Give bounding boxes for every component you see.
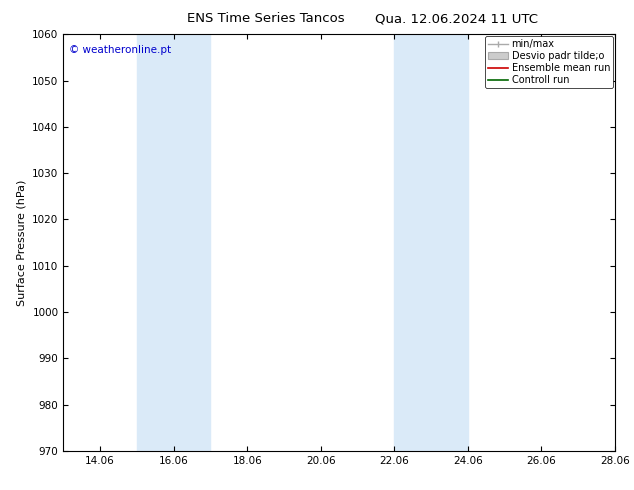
Bar: [394, 34, 468, 451]
Text: © weatheronline.pt: © weatheronline.pt: [69, 45, 171, 55]
Text: ENS Time Series Tancos: ENS Time Series Tancos: [188, 12, 345, 25]
Bar: [137, 34, 210, 451]
Text: Qua. 12.06.2024 11 UTC: Qua. 12.06.2024 11 UTC: [375, 12, 538, 25]
Legend: min/max, Desvio padr tilde;o, Ensemble mean run, Controll run: min/max, Desvio padr tilde;o, Ensemble m…: [486, 36, 613, 88]
Y-axis label: Surface Pressure (hPa): Surface Pressure (hPa): [16, 179, 27, 306]
